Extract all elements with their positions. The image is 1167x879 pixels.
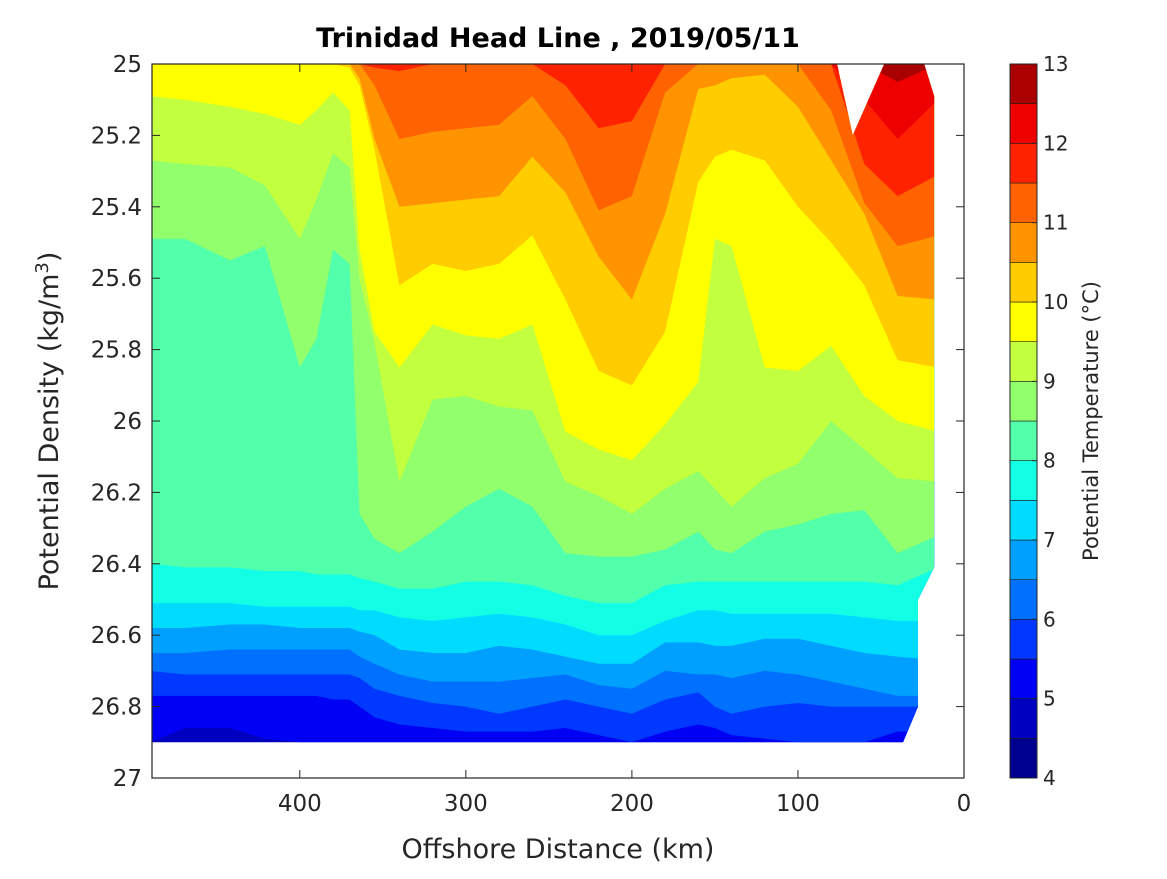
y-axis-label-tail: ) xyxy=(34,252,65,263)
x-tick-label: 0 xyxy=(957,791,972,817)
y-tick-label: 25.2 xyxy=(91,123,142,149)
y-tick-label: 25.4 xyxy=(91,195,142,221)
colorbar-band-9 xyxy=(1009,341,1038,382)
colorbar-tick-label: 5 xyxy=(1043,687,1056,711)
colorbar-band-5.5 xyxy=(1009,619,1038,660)
contour-band-9.5 xyxy=(152,64,935,461)
colorbar-tick-label: 9 xyxy=(1043,369,1056,393)
colorbar-band-6.5 xyxy=(1009,539,1038,580)
colorbar-band-7 xyxy=(1009,500,1038,541)
colorbar-band-4.5 xyxy=(1009,698,1038,739)
chart-title: Trinidad Head Line , 2019/05/11 xyxy=(316,23,800,54)
colorbar-label: Potential Temperature (°C) xyxy=(1079,281,1103,561)
colorbar-tick-label: 8 xyxy=(1043,449,1056,473)
y-tick-label: 26.4 xyxy=(91,552,142,578)
y-tick-label: 27 xyxy=(113,766,142,792)
colorbar-band-4 xyxy=(1009,738,1038,779)
y-tick-label: 26.2 xyxy=(91,480,142,506)
y-tick-label: 26.6 xyxy=(91,623,142,649)
colorbar-tick-label: 6 xyxy=(1043,607,1056,631)
colorbar-band-10 xyxy=(1009,262,1038,303)
colorbar-band-11 xyxy=(1009,182,1038,223)
x-tick-label: 200 xyxy=(610,791,654,817)
y-tick-label: 25 xyxy=(113,52,142,78)
colorbar-tick-label: 13 xyxy=(1043,52,1068,76)
y-tick-label: 25.6 xyxy=(91,266,142,292)
colorbar-band-11.5 xyxy=(1009,143,1038,184)
y-axis-label-text: Potential Density (kg/m xyxy=(34,274,65,591)
colorbar-tick-label: 7 xyxy=(1043,528,1056,552)
colorbar-band-8.5 xyxy=(1009,381,1038,422)
colorbar-tick-label: 11 xyxy=(1043,211,1068,235)
x-tick-label: 100 xyxy=(776,791,820,817)
colorbar-band-12 xyxy=(1009,103,1038,144)
colorbar-tick-label: 10 xyxy=(1043,290,1068,314)
x-axis-label: Offshore Distance (km) xyxy=(402,834,715,865)
colorbar-band-7.5 xyxy=(1009,460,1038,501)
colorbar-box xyxy=(1009,63,1038,779)
y-tick-label: 26 xyxy=(113,409,142,435)
colorbar-band-5 xyxy=(1009,658,1038,699)
colorbar-band-10.5 xyxy=(1009,222,1038,263)
colorbar-band-8 xyxy=(1009,420,1038,461)
colorbar-band-12.5 xyxy=(1009,63,1038,104)
colorbar-band-6 xyxy=(1009,579,1038,620)
colorbar-band-9.5 xyxy=(1009,301,1038,342)
contour-band-10 xyxy=(152,64,935,386)
axes: 25 25.2 25.4 25.6 25.8 26 26.2 26.4 26.6 26.8 27 40… xyxy=(91,52,972,817)
colorbar-tick-label: 4 xyxy=(1043,766,1056,790)
y-tick-label: 25.8 xyxy=(91,338,142,364)
colorbar: 4 5 6 7 8 9 10 11 12 13 xyxy=(1009,52,1068,790)
x-tick-label: 300 xyxy=(444,791,488,817)
contour-fills xyxy=(152,64,935,743)
y-axis-label: Potential Density (kg/m3) xyxy=(32,252,66,591)
colorbar-tick-label: 12 xyxy=(1043,131,1068,155)
x-tick-label: 400 xyxy=(278,791,322,817)
superscript-3: 3 xyxy=(32,262,53,273)
y-tick-label: 26.8 xyxy=(91,695,142,721)
